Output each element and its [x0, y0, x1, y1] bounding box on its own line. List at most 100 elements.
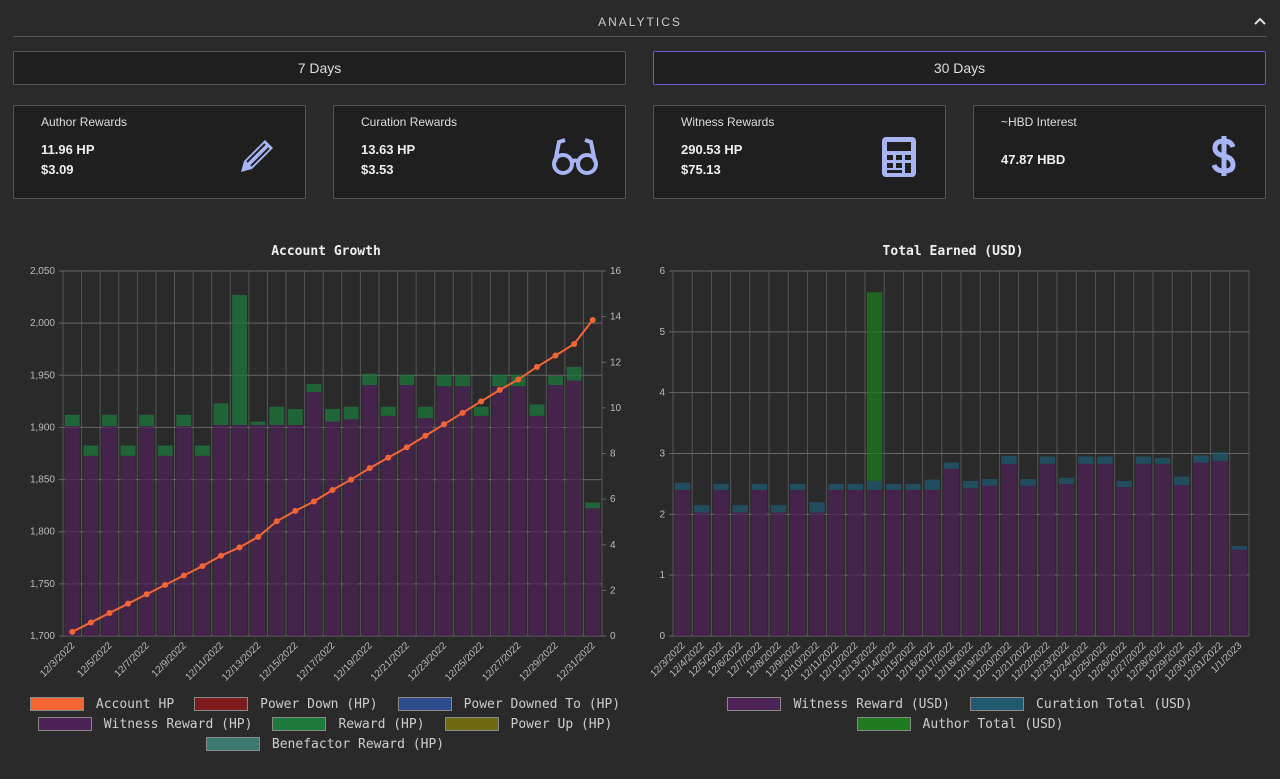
- y2-tick-label: 2: [610, 585, 616, 596]
- legend-item[interactable]: Author Total (USD): [856, 716, 1063, 732]
- bar: [1154, 457, 1171, 464]
- point: [329, 487, 336, 493]
- bar: [362, 373, 378, 386]
- pencil-icon: [241, 140, 273, 172]
- legend: Witness Reward (USD) Curation Total (USD)…: [660, 696, 1260, 732]
- legend-item[interactable]: Account HP: [29, 696, 174, 712]
- bar: [1193, 455, 1209, 463]
- card-label: ~HBD Interest: [1001, 115, 1077, 129]
- bar: [905, 490, 921, 636]
- bar: [1212, 460, 1228, 636]
- legend-item[interactable]: Curation Total (USD): [970, 696, 1193, 712]
- bar: [455, 386, 471, 636]
- card-label: Witness Rewards: [681, 115, 775, 129]
- y-tick-label: 1: [659, 570, 665, 581]
- point: [87, 619, 94, 626]
- legend-item[interactable]: Witness Reward (HP): [37, 716, 253, 732]
- bar: [924, 479, 940, 490]
- bar: [417, 406, 433, 419]
- bar: [566, 366, 582, 381]
- bar: [674, 490, 691, 636]
- x-tick-label: 12/19/2022: [332, 640, 375, 683]
- point: [478, 398, 485, 405]
- bar: [287, 424, 303, 636]
- y-tick-label: 0: [659, 631, 665, 642]
- legend-swatch: [727, 697, 782, 711]
- legend-label: Power Down (HP): [260, 696, 378, 712]
- bar: [194, 445, 210, 456]
- bar: [157, 445, 173, 456]
- bar: [102, 414, 117, 427]
- legend-item[interactable]: Reward (HP): [272, 716, 425, 732]
- x-tick-label: 12/31/2022: [555, 640, 598, 683]
- y2-tick-label: 4: [610, 540, 616, 551]
- collapse-icon[interactable]: [1253, 16, 1267, 26]
- point: [589, 317, 596, 324]
- bar: [399, 385, 415, 636]
- y-tick-label: 6: [659, 266, 665, 277]
- bar: [962, 480, 979, 489]
- legend-label: Power Downed To (HP): [463, 696, 621, 712]
- y-tick-label: 3: [659, 449, 665, 460]
- bar: [176, 426, 192, 636]
- point: [292, 507, 299, 514]
- bar: [399, 374, 415, 386]
- bar: [1231, 549, 1248, 636]
- charts: Account Growth 1,700 1,750 1,800 1,850 1,900 1…: [30, 244, 1250, 684]
- y2-tick-label: 0: [610, 631, 616, 642]
- card-value: $3.09: [41, 162, 74, 177]
- bar: [866, 292, 883, 481]
- bar: [1154, 463, 1171, 636]
- point: [255, 533, 262, 540]
- legend-item[interactable]: Power Down (HP): [194, 696, 378, 712]
- point: [236, 544, 243, 551]
- bar: [751, 483, 768, 490]
- y-tick-label: 1,800: [30, 527, 55, 538]
- y-tick-label: 2,000: [30, 318, 55, 329]
- range-button[interactable]: 7 Days: [13, 51, 626, 85]
- bar: [1116, 486, 1132, 636]
- legend-swatch: [970, 697, 1024, 711]
- bar: [1039, 463, 1056, 636]
- point: [403, 444, 410, 451]
- legend-item[interactable]: Benefactor Reward (HP): [205, 736, 444, 752]
- bar: [924, 490, 940, 636]
- point: [422, 432, 429, 439]
- legend-swatch: [37, 717, 92, 731]
- legend-label: Witness Reward (HP): [103, 716, 253, 732]
- bar: [287, 409, 303, 425]
- x-tick-label: 12/21/2022: [369, 640, 412, 683]
- stat-card: Author Rewards 11.96 HP $3.09: [13, 105, 306, 199]
- point: [162, 581, 169, 588]
- bar: [176, 414, 192, 427]
- bar: [566, 380, 582, 636]
- range-button[interactable]: 30 Days: [653, 51, 1266, 85]
- legend-item[interactable]: Witness Reward (USD): [727, 696, 950, 712]
- card-value: $3.53: [361, 162, 394, 177]
- bar: [847, 483, 864, 490]
- bar: [982, 479, 998, 486]
- bar: [120, 455, 136, 636]
- bar: [380, 415, 396, 636]
- legend-item[interactable]: Power Downed To (HP): [397, 696, 621, 712]
- x-tick-label: 12/7/2022: [113, 640, 153, 680]
- y-tick-label: 2,050: [30, 266, 55, 277]
- bar: [139, 414, 155, 427]
- bar: [417, 418, 433, 636]
- bar: [694, 512, 710, 636]
- bar: [64, 426, 80, 636]
- point: [217, 552, 224, 559]
- point: [441, 421, 448, 428]
- bar: [732, 512, 748, 636]
- y-tick-label: 1,700: [30, 631, 55, 642]
- legend-item[interactable]: Power Up (HP): [444, 716, 612, 732]
- bar: [343, 406, 359, 420]
- point: [496, 386, 503, 393]
- y-tick-label: 1,950: [30, 370, 55, 381]
- bar: [1174, 476, 1190, 486]
- bar: [325, 421, 340, 636]
- legend-swatch: [397, 697, 452, 711]
- y-tick-label: 1,750: [30, 579, 55, 590]
- point: [69, 628, 76, 635]
- bar: [943, 462, 960, 469]
